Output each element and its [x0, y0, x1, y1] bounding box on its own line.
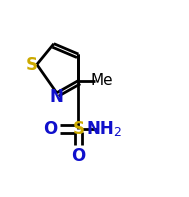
- Text: NH: NH: [86, 120, 114, 138]
- Text: N: N: [49, 88, 63, 106]
- Text: 2: 2: [113, 126, 121, 139]
- Text: Me: Me: [91, 73, 113, 88]
- Text: S: S: [72, 120, 84, 138]
- Text: S: S: [26, 56, 38, 74]
- Text: O: O: [71, 147, 86, 165]
- Text: O: O: [43, 120, 57, 138]
